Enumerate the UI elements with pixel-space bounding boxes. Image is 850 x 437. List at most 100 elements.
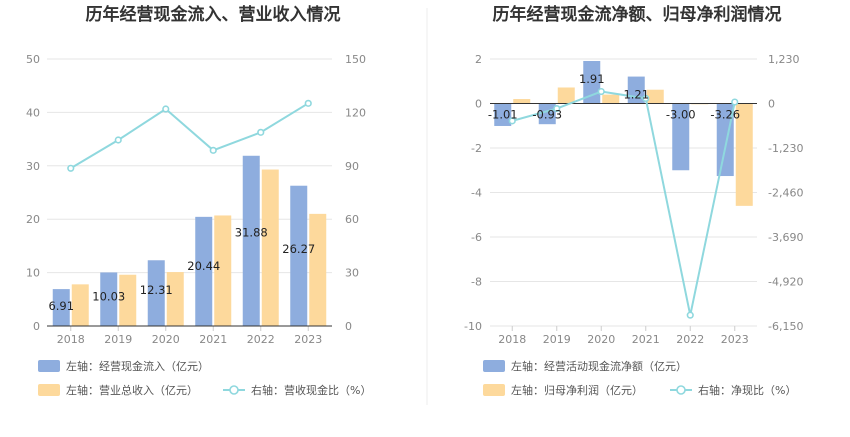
y-right-tick-label: 150 (345, 53, 366, 66)
y-left-tick-label: 0 (33, 320, 40, 333)
x-tick-label: 2021 (632, 333, 660, 346)
y-left-tick-label: -8 (471, 276, 482, 289)
y-left-tick-label: 50 (26, 53, 40, 66)
bar (513, 99, 531, 104)
line-point (257, 128, 265, 136)
bar (716, 103, 734, 177)
bar-data-label: 1.21 (623, 88, 649, 102)
y-left-tick-label: 0 (475, 98, 482, 111)
y-left-tick-label: 40 (26, 106, 40, 119)
bar-data-label: -3.26 (710, 108, 740, 122)
legend-label: 左轴：营业总收入（亿元） (66, 383, 198, 397)
line-point (304, 99, 312, 107)
bar (557, 87, 575, 104)
x-tick-label: 2022 (247, 333, 275, 346)
y-left-tick-label: -6 (471, 231, 482, 244)
chart-netcash-netprofit: 历年经营现金流净额、归母净利润情况 -10 -6,150 -8 -4,920 -6 -3,… (464, 4, 803, 397)
y-right-tick-label: -2,460 (768, 187, 803, 200)
x-tick-label: 2018 (498, 333, 526, 346)
y-right-tick-label: -6,150 (768, 320, 803, 333)
bar (52, 289, 70, 326)
y-left-tick-label: 10 (26, 267, 40, 280)
legend-label: 左轴：归母净利润（亿元） (511, 383, 643, 397)
bar (494, 103, 512, 126)
legend-label: 右轴：营收现金比（%） (251, 383, 371, 397)
y-right-tick-label: 0 (768, 98, 775, 111)
y-left-tick-label: 2 (475, 53, 482, 66)
legend-swatch (38, 384, 60, 396)
bar (646, 89, 664, 104)
line-point (597, 87, 605, 96)
line-point (642, 94, 650, 103)
x-tick-label: 2020 (587, 333, 615, 346)
bar (309, 213, 327, 326)
x-tick-label: 2020 (152, 333, 180, 346)
line-point (209, 146, 217, 154)
y-left-tick-label: -2 (471, 142, 482, 155)
bar (71, 284, 89, 326)
series-line (511, 90, 736, 316)
line-point (67, 164, 75, 172)
legend-marker (229, 385, 239, 395)
x-tick-label: 2023 (294, 333, 322, 346)
line-point (731, 98, 739, 106)
bar (538, 103, 556, 125)
legend-swatch (483, 384, 505, 396)
chart-cashflow-revenue: 历年经营现金流入、营业收入情况 0 0 10 30 20 60 30 90 40 120 50 150… (26, 4, 371, 397)
y-left-tick-label: 20 (26, 213, 40, 226)
bar (166, 272, 184, 326)
bar (147, 260, 165, 326)
legend-swatch (483, 360, 505, 372)
line-point (686, 311, 694, 319)
bar-data-label: 1.91 (579, 72, 605, 86)
x-tick-label: 2023 (721, 333, 749, 346)
y-right-tick-label: 1,230 (768, 53, 800, 66)
legend-label: 左轴：经营活动现金流净额（亿元） (511, 359, 687, 373)
bar-data-label: 31.88 (235, 225, 268, 239)
bar (214, 215, 232, 326)
bar (119, 274, 137, 326)
x-tick-label: 2019 (104, 333, 132, 346)
x-tick-label: 2018 (57, 333, 85, 346)
y-right-tick-label: 120 (345, 106, 366, 119)
bar-data-label: 12.31 (140, 283, 173, 297)
y-left-tick-label: 30 (26, 160, 40, 173)
bar (195, 216, 213, 326)
bar-data-label: -3.00 (666, 108, 696, 122)
bar (602, 94, 620, 104)
y-right-tick-label: 30 (345, 267, 359, 280)
legend-swatch (38, 360, 60, 372)
bar (261, 169, 279, 326)
line-point (553, 104, 561, 113)
y-right-tick-label: -3,690 (768, 231, 803, 244)
line-point (114, 136, 122, 144)
legend-label: 左轴：经营现金流入（亿元） (66, 359, 209, 373)
legend-label: 右轴：净现比（%） (698, 383, 796, 397)
bar-data-label: -0.93 (532, 108, 562, 122)
bar-data-label: 26.27 (282, 242, 315, 256)
bar (672, 103, 690, 171)
y-right-tick-label: -1,230 (768, 142, 803, 155)
bar (290, 185, 308, 326)
bar-data-label: 6.91 (48, 299, 74, 313)
y-right-tick-label: 90 (345, 160, 359, 173)
x-tick-label: 2022 (676, 333, 704, 346)
y-left-tick-label: -10 (464, 320, 482, 333)
line-point (508, 117, 516, 125)
bar (242, 155, 260, 326)
series-line (70, 102, 309, 170)
bar (100, 272, 118, 326)
chart-title: 历年经营现金流净额、归母净利润情况 (493, 4, 782, 25)
y-left-tick-label: -4 (471, 187, 482, 200)
x-tick-label: 2021 (199, 333, 227, 346)
chart-title: 历年经营现金流入、营业收入情况 (86, 4, 341, 25)
bar-data-label: 10.03 (92, 290, 125, 304)
bar-data-label: -1.01 (488, 108, 518, 122)
y-right-tick-label: -4,920 (768, 276, 803, 289)
legend-marker (676, 385, 686, 395)
y-right-tick-label: 60 (345, 213, 359, 226)
line-point (162, 105, 170, 113)
x-tick-label: 2019 (543, 333, 571, 346)
bar-data-label: 20.44 (187, 259, 220, 273)
